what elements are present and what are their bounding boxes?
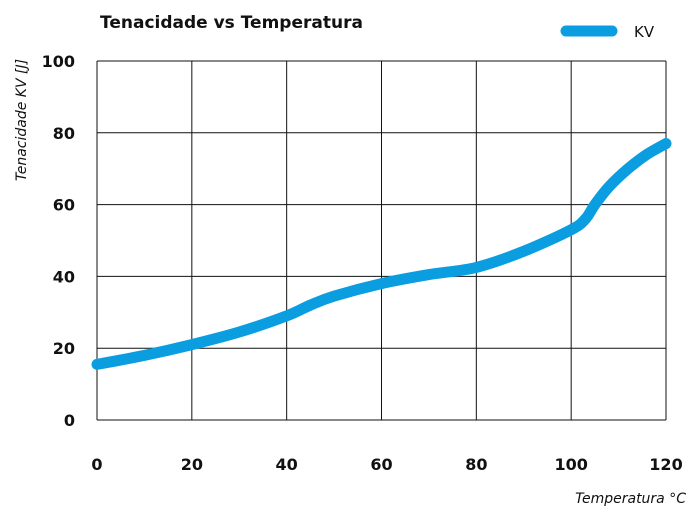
x-tick-label: 120	[649, 455, 682, 474]
legend: KV	[560, 23, 655, 41]
data-point-kv-5	[308, 303, 312, 307]
data-point-kv-14	[607, 185, 611, 189]
y-axis-label: Tenacidade KV [J]	[14, 59, 30, 181]
x-tick-label: 60	[370, 455, 392, 474]
y-tick-label: 100	[42, 52, 75, 71]
x-axis-label: Temperatura °C	[575, 491, 686, 507]
y-tick-label: 0	[64, 411, 75, 430]
data-point-kv-8	[427, 273, 431, 277]
data-point-kv-7	[380, 282, 383, 286]
data-point-kv-10	[522, 249, 526, 253]
data-point-kv-11	[569, 228, 573, 232]
grid	[96, 60, 667, 421]
data-point-kv-3	[237, 330, 241, 334]
series-line-kv	[91, 138, 672, 370]
chart-title: Tenacidade vs Temperatura	[100, 13, 363, 33]
y-tick-label: 20	[53, 339, 75, 358]
data-point-kv-4	[285, 314, 289, 318]
data-point-kv-0	[95, 362, 99, 366]
x-tick-label: 0	[91, 455, 102, 474]
data-point-kv-9	[474, 265, 478, 269]
data-point-kv-16	[645, 152, 649, 156]
y-tick-label: 80	[53, 124, 75, 143]
data-point-kv-15	[626, 167, 630, 171]
x-tick-label: 80	[465, 455, 487, 474]
x-tick-label: 20	[181, 455, 203, 474]
x-tick-label: 40	[276, 455, 298, 474]
legend-label-kv: KV	[634, 23, 655, 41]
x-tick-label: 100	[554, 455, 587, 474]
y-tick-label: 40	[53, 267, 75, 286]
data-point-kv-6	[332, 294, 336, 298]
data-point-kv-2	[190, 343, 194, 347]
series-group	[91, 138, 672, 370]
data-point-kv-13	[593, 203, 597, 207]
data-point-kv-1	[142, 353, 146, 357]
y-tick-label: 60	[53, 196, 75, 215]
data-point-kv-17	[664, 142, 668, 146]
x-axis-ticks: 0 20 40 60 80 100 120	[91, 455, 682, 474]
y-axis-ticks: 0 20 40 60 80 100	[42, 52, 75, 430]
data-point-kv-12	[583, 217, 587, 221]
